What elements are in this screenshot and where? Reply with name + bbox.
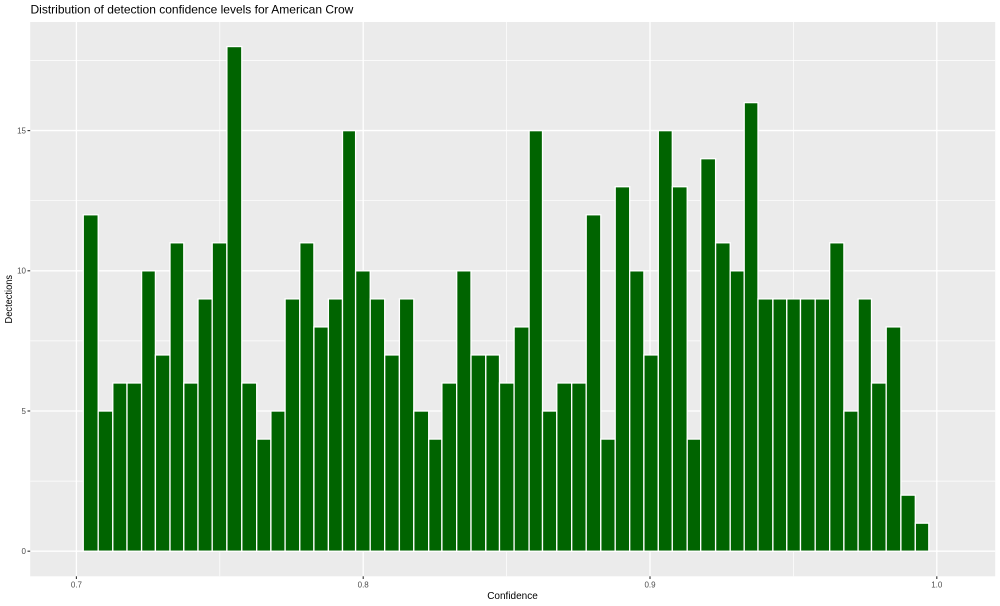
- svg-text:0.9: 0.9: [644, 581, 656, 590]
- svg-text:Distribution of detection conf: Distribution of detection confidence lev…: [31, 3, 354, 17]
- svg-text:0: 0: [22, 547, 27, 556]
- svg-text:10: 10: [17, 267, 26, 276]
- svg-text:Confidence: Confidence: [487, 591, 538, 602]
- svg-text:5: 5: [22, 407, 27, 416]
- svg-text:Dectections: Dectections: [4, 275, 15, 324]
- svg-text:0.7: 0.7: [71, 581, 83, 590]
- svg-text:0.8: 0.8: [358, 581, 370, 590]
- svg-text:15: 15: [17, 127, 26, 136]
- svg-text:1.0: 1.0: [931, 581, 943, 590]
